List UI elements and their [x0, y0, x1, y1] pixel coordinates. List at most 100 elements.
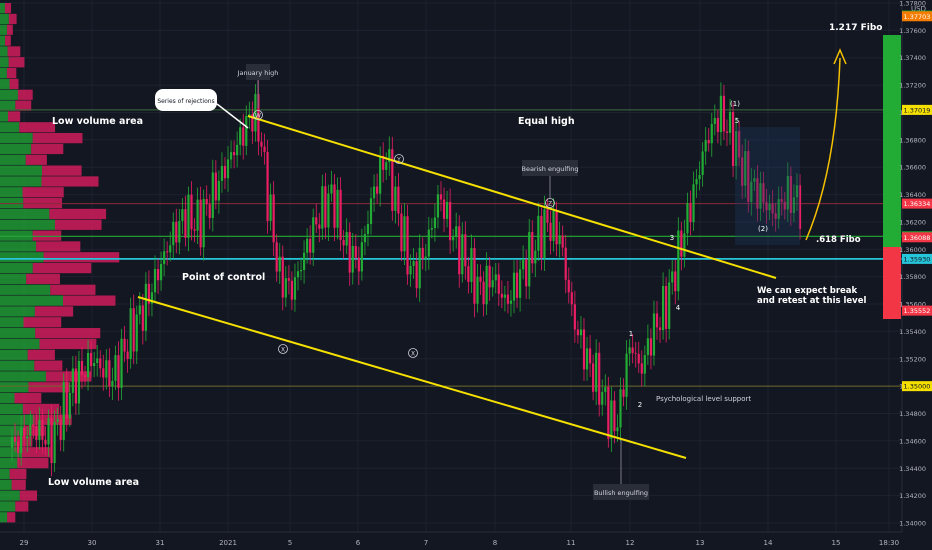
candle-body	[518, 269, 522, 298]
volume-bar-down	[49, 208, 107, 220]
candle-body	[616, 427, 619, 432]
candle-body	[290, 280, 294, 300]
candle-body	[272, 194, 275, 243]
candle-body	[245, 115, 248, 146]
candle-body	[65, 381, 68, 419]
time-axis[interactable]	[0, 532, 932, 550]
january-high-label: January high	[237, 69, 279, 77]
volume-bar-up	[0, 273, 27, 285]
candle-body	[339, 189, 342, 240]
candle-body	[561, 235, 564, 248]
candle-body	[211, 172, 214, 219]
volume-bar-down	[54, 219, 102, 230]
candle-body	[646, 338, 649, 356]
volume-bar-down	[32, 133, 83, 144]
volume-bar-up	[0, 143, 32, 155]
volume-bar-up	[0, 241, 37, 252]
candle-body	[53, 421, 56, 464]
price-axis-labels: 1.377081.377031.370191.363341.360951.360…	[902, 10, 932, 392]
candle-body	[652, 313, 656, 356]
series-of-rejections-callout[interactable]: Series of rejections	[155, 89, 249, 129]
volume-bar-up	[0, 46, 8, 57]
svg-text:X: X	[281, 347, 285, 354]
candle-body	[74, 368, 77, 404]
candle-body	[546, 209, 549, 223]
price-label-box	[902, 104, 932, 115]
candle-body	[661, 285, 665, 331]
candle-body	[111, 380, 114, 387]
candle-body	[59, 419, 62, 440]
time-tick-label: 30	[88, 539, 97, 547]
candle-body	[534, 250, 537, 264]
price-label-box	[902, 232, 932, 243]
time-tick-label: 13	[696, 539, 705, 547]
volume-bar-up	[0, 360, 35, 371]
upper-channel-line[interactable]	[247, 115, 777, 279]
candle-body	[497, 274, 500, 294]
candle-body	[744, 151, 747, 186]
candle-body	[135, 314, 138, 352]
candle-body	[190, 194, 193, 230]
low-volume-top-label: Low volume area	[52, 116, 143, 127]
forecast-arrow[interactable]	[805, 57, 841, 241]
candle-body	[677, 230, 680, 292]
candle-body	[385, 162, 388, 170]
volume-bar-up	[0, 349, 28, 360]
candle-body	[491, 280, 494, 288]
candle-body	[701, 151, 704, 176]
candle-body	[628, 347, 631, 354]
candle-body	[299, 270, 303, 272]
volume-bar-down	[34, 414, 72, 425]
volume-bar-up	[0, 13, 9, 25]
candle-body	[445, 201, 449, 219]
volume-bar-up	[0, 3, 5, 14]
volume-bar-up	[0, 122, 20, 133]
candle-body	[728, 111, 732, 133]
candle-body	[375, 186, 379, 194]
candle-body	[50, 418, 53, 464]
candle-body	[397, 186, 400, 214]
candle-body	[686, 203, 689, 234]
candle-body	[266, 151, 269, 221]
volume-bar-up	[0, 284, 51, 295]
candle-body	[622, 389, 625, 397]
candle-body	[509, 300, 513, 304]
volume-bar-down	[26, 273, 60, 285]
volume-bar-up	[0, 133, 33, 144]
candle-body	[159, 263, 163, 281]
price-axis[interactable]	[902, 0, 932, 532]
wave-x1-marker: X	[278, 344, 288, 354]
candle-body	[798, 185, 802, 229]
volume-bar-up	[0, 338, 40, 350]
volume-bar-down	[28, 382, 70, 393]
candle-body	[762, 183, 765, 203]
candle-body	[147, 283, 151, 304]
time-tick-label: 5	[288, 539, 292, 547]
candle-body	[217, 180, 220, 201]
candle-body	[658, 327, 662, 331]
forecast-arrowhead-icon	[833, 48, 847, 65]
candle-body	[449, 201, 452, 241]
candle-body	[421, 247, 424, 259]
candle-body	[330, 184, 333, 194]
candle-body	[68, 392, 71, 419]
candle-body	[108, 360, 111, 387]
candle-body	[184, 209, 187, 238]
time-tick-label: 12	[626, 539, 635, 547]
candle-body	[637, 353, 640, 364]
candle-body	[494, 274, 497, 281]
volume-bar-up	[0, 371, 46, 382]
candle-body	[418, 247, 421, 289]
candle-body	[102, 368, 105, 378]
candle-body	[56, 419, 59, 422]
volume-bar-down	[63, 295, 116, 306]
volume-bar-down	[16, 436, 33, 447]
candle-body	[391, 149, 394, 211]
price-tick-label: 1.36000	[899, 246, 926, 254]
price-tick-label: 1.34800	[899, 410, 926, 418]
candle-body	[503, 294, 506, 298]
lower-channel-line[interactable]	[137, 296, 687, 459]
time-axis-ticks: 29 30 31 2021 5 6 7 8 11 12 13 14 15 18:30	[20, 539, 900, 547]
candle-body	[263, 146, 266, 152]
